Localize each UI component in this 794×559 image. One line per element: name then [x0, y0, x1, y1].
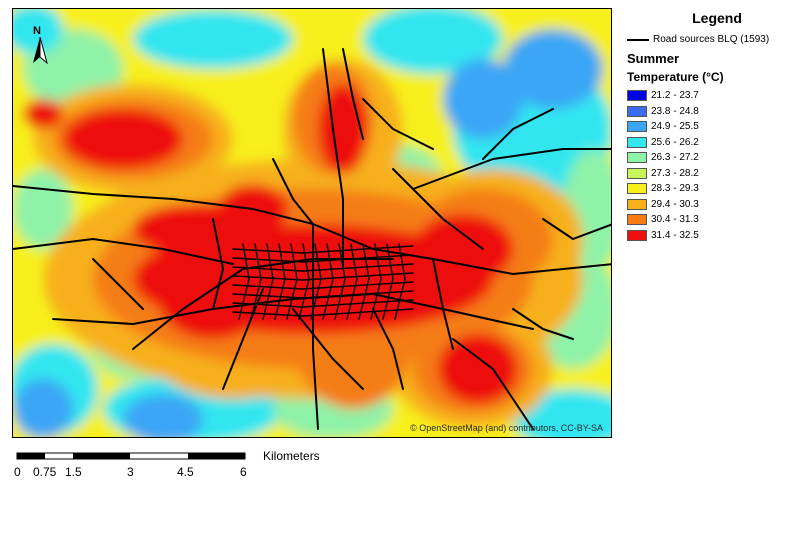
road-line	[342, 48, 364, 140]
scale-tick-label: 3	[127, 465, 134, 479]
scale-tick-label: 1.5	[65, 465, 82, 479]
legend-class-row: 26.3 - 27.2	[627, 150, 789, 166]
road-line	[452, 338, 534, 430]
legend-class-label: 24.9 - 25.5	[651, 121, 699, 133]
road-line	[512, 308, 574, 340]
legend-class-label: 21.2 - 23.7	[651, 90, 699, 102]
temperature-title: Temperature (°C)	[627, 70, 724, 84]
map-legend: Legend Road sources BLQ (1593) Summer Te…	[627, 8, 789, 243]
legend-swatch	[627, 198, 647, 210]
road-line	[322, 48, 344, 270]
road-line	[482, 108, 554, 160]
legend-swatch	[627, 121, 647, 133]
legend-swatch	[627, 152, 647, 164]
legend-class-label: 27.3 - 28.2	[651, 167, 699, 179]
road-line-icon	[627, 38, 649, 41]
legend-swatch	[627, 90, 647, 102]
legend-title: Legend	[692, 10, 742, 26]
legend-swatch	[627, 229, 647, 241]
legend-roads-entry: Road sources BLQ (1593)	[627, 34, 789, 45]
season-label: Summer	[627, 51, 680, 66]
legend-swatch	[627, 136, 647, 148]
legend-class-label: 28.3 - 29.3	[651, 183, 699, 195]
road-line	[272, 158, 314, 225]
legend-class-row: 30.4 - 31.3	[627, 212, 789, 228]
road-line	[13, 185, 314, 225]
legend-class-row: 31.4 - 32.5	[627, 228, 789, 244]
road-line	[362, 98, 434, 150]
scale-unit: Kilometers	[263, 449, 320, 463]
temperature-class-list: 21.2 - 23.7 23.8 - 24.8 24.9 - 25.5 25.6 - …	[627, 88, 789, 243]
scale-tick-label: 0.75	[33, 465, 57, 479]
legend-swatch	[627, 183, 647, 195]
road-line	[222, 288, 264, 390]
map-attribution: © OpenStreetMap (and) contributors, CC-B…	[410, 423, 603, 433]
legend-class-label: 30.4 - 31.3	[651, 214, 699, 226]
road-line	[13, 238, 234, 265]
roads-label: Road sources BLQ (1593)	[653, 34, 770, 45]
scale-tick-label: 4.5	[177, 465, 194, 479]
legend-class-row: 24.9 - 25.5	[627, 119, 789, 135]
map-frame[interactable]: N © OpenStreetMap (and) contributors, CC…	[12, 8, 612, 438]
scale-bar	[16, 452, 246, 460]
legend-class-label: 23.8 - 24.8	[651, 105, 699, 117]
legend-class-row: 25.6 - 26.2	[627, 135, 789, 151]
legend-swatch	[627, 105, 647, 117]
legend-class-label: 31.4 - 32.5	[651, 229, 699, 241]
legend-class-row: 27.3 - 28.2	[627, 166, 789, 182]
road-line	[292, 308, 364, 390]
legend-class-row: 29.4 - 30.3	[627, 197, 789, 213]
legend-swatch	[627, 214, 647, 226]
north-arrow-icon: N	[29, 25, 51, 71]
legend-class-label: 25.6 - 26.2	[651, 136, 699, 148]
legend-class-row: 21.2 - 23.7	[627, 88, 789, 104]
road-line	[212, 218, 224, 310]
scale-tick-label: 6	[240, 465, 247, 479]
north-label: N	[33, 25, 41, 37]
scale-tick-label: 0	[14, 465, 21, 479]
legend-class-label: 26.3 - 27.2	[651, 152, 699, 164]
road-line	[542, 218, 611, 240]
legend-class-label: 29.4 - 30.3	[651, 198, 699, 210]
road-line	[372, 308, 404, 390]
road-line	[92, 258, 144, 310]
legend-class-row: 23.8 - 24.8	[627, 104, 789, 120]
legend-swatch	[627, 167, 647, 179]
road-line	[432, 258, 454, 350]
road-line	[392, 168, 484, 250]
city-center-roads	[232, 243, 414, 320]
road-line	[412, 148, 611, 190]
temperature-map[interactable]	[13, 9, 612, 438]
legend-class-row: 28.3 - 29.3	[627, 181, 789, 197]
